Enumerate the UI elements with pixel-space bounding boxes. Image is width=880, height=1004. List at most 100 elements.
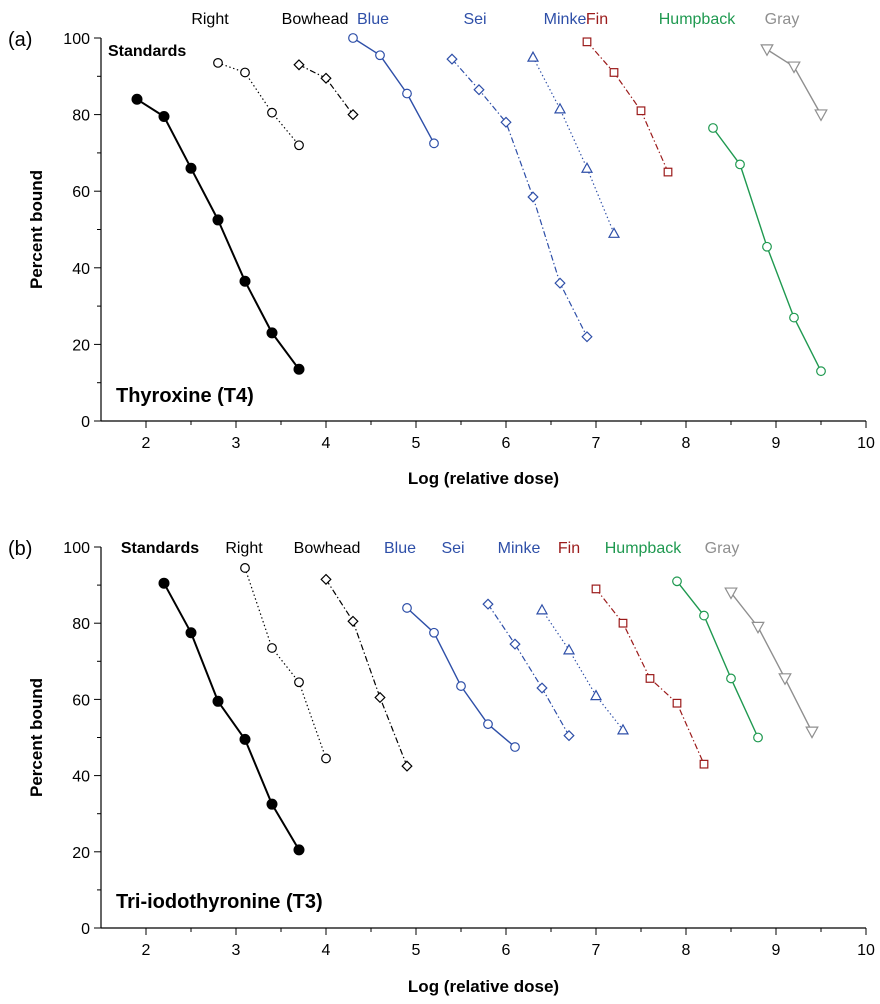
panel-letter: (b) [8,538,32,560]
series-minke: Minke [498,540,630,735]
chart-panel-a: 0 20 40 60 80 100 2 3 4 5 6 7 8 9 10 Log (relative dose… [8,11,875,488]
x-tick-label: 7 [592,435,601,452]
y-tick-label: 20 [72,845,90,862]
data-point [735,159,745,170]
x-tick-label: 3 [232,435,241,452]
y-tick-label: 40 [72,261,90,278]
series-label: Sei [441,540,464,557]
series-sei: Sei [446,11,593,343]
data-point [536,682,548,694]
x-tick-label: 4 [322,942,331,959]
data-point [402,88,412,99]
data-point [473,84,485,96]
series-blue: Blue [384,540,520,752]
data-point [240,563,250,573]
x-tick-label: 8 [682,942,691,959]
data-point [212,214,224,226]
data-point [580,161,594,173]
series-humpback: Humpback [605,540,763,743]
data-point [402,603,412,613]
chart-panel-b: 0 20 40 60 80 100 2 3 4 5 6 7 8 9 10 Log (relative dose… [8,538,875,996]
data-point [320,72,332,84]
series-minke: Minke [526,11,621,238]
data-point [482,598,494,610]
data-point [483,719,493,730]
data-point [267,643,277,653]
x-tick-label: 3 [232,942,241,959]
data-point [616,723,630,735]
data-point [429,627,439,638]
y-axis-title: Percent bound [27,170,46,289]
series-line [352,37,435,144]
data-point [663,167,673,177]
series-label: Blue [384,540,416,557]
data-point [526,50,540,62]
data-point [760,44,774,57]
series-label: Humpback [659,11,736,28]
y-axis-title: Percent bound [27,678,46,797]
y-tick-label: 80 [72,108,90,125]
series-line [217,62,300,146]
y-tick-label: 0 [81,414,90,431]
series-line [532,56,615,234]
data-point [805,726,819,739]
series-label: Fin [558,540,580,557]
data-point [527,191,539,203]
series-line [298,64,354,115]
data-point [293,363,305,375]
data-point [563,729,575,742]
series-label: Gray [705,540,740,557]
series-sei: Sei [441,540,575,742]
data-point [293,844,305,856]
series-line [766,48,822,115]
data-point [347,615,359,627]
series-label: Blue [357,11,389,28]
data-point [348,33,358,43]
x-tick-label: 10 [857,435,875,452]
series-line [244,567,327,759]
data-point [724,587,738,600]
series-line [541,609,624,731]
series-standards: Standards [121,540,305,856]
x-tick-label: 2 [142,942,151,959]
data-point [293,59,305,71]
series-line [451,58,588,337]
x-tick-label: 8 [682,435,691,452]
series-line [730,592,813,733]
data-point [582,37,592,47]
x-axis-title: Log (relative dose) [408,469,559,488]
data-point [158,111,170,123]
series-label: Humpback [605,540,682,557]
series-label: Standards [121,540,199,557]
series-label: Standards [108,43,186,60]
series-blue: Blue [348,11,439,149]
panel-title: Tri-iodothyronine (T3) [116,891,323,913]
data-point [212,695,224,707]
data-point [240,67,250,78]
data-point [509,638,521,650]
x-tick-label: 6 [502,435,511,452]
y-tick-label: 40 [72,769,90,786]
data-point [185,162,197,174]
data-point [789,312,799,323]
data-point [266,327,278,339]
data-point [131,93,143,105]
x-tick-label: 5 [412,435,421,452]
data-point [562,643,576,655]
data-point [753,732,763,743]
y-tick-label: 100 [63,31,90,48]
series-label: Gray [765,11,800,28]
x-tick-label: 5 [412,942,421,959]
data-point [699,759,709,769]
data-point [589,689,603,701]
series-gray: Gray [760,11,828,122]
series-line [586,41,669,173]
data-point [636,106,646,116]
data-point [726,673,736,684]
series-label: Right [225,540,263,557]
y-tick-label: 60 [72,184,90,201]
series-bowhead: Bowhead [294,540,413,772]
data-point [535,603,549,615]
series-line [163,582,300,851]
